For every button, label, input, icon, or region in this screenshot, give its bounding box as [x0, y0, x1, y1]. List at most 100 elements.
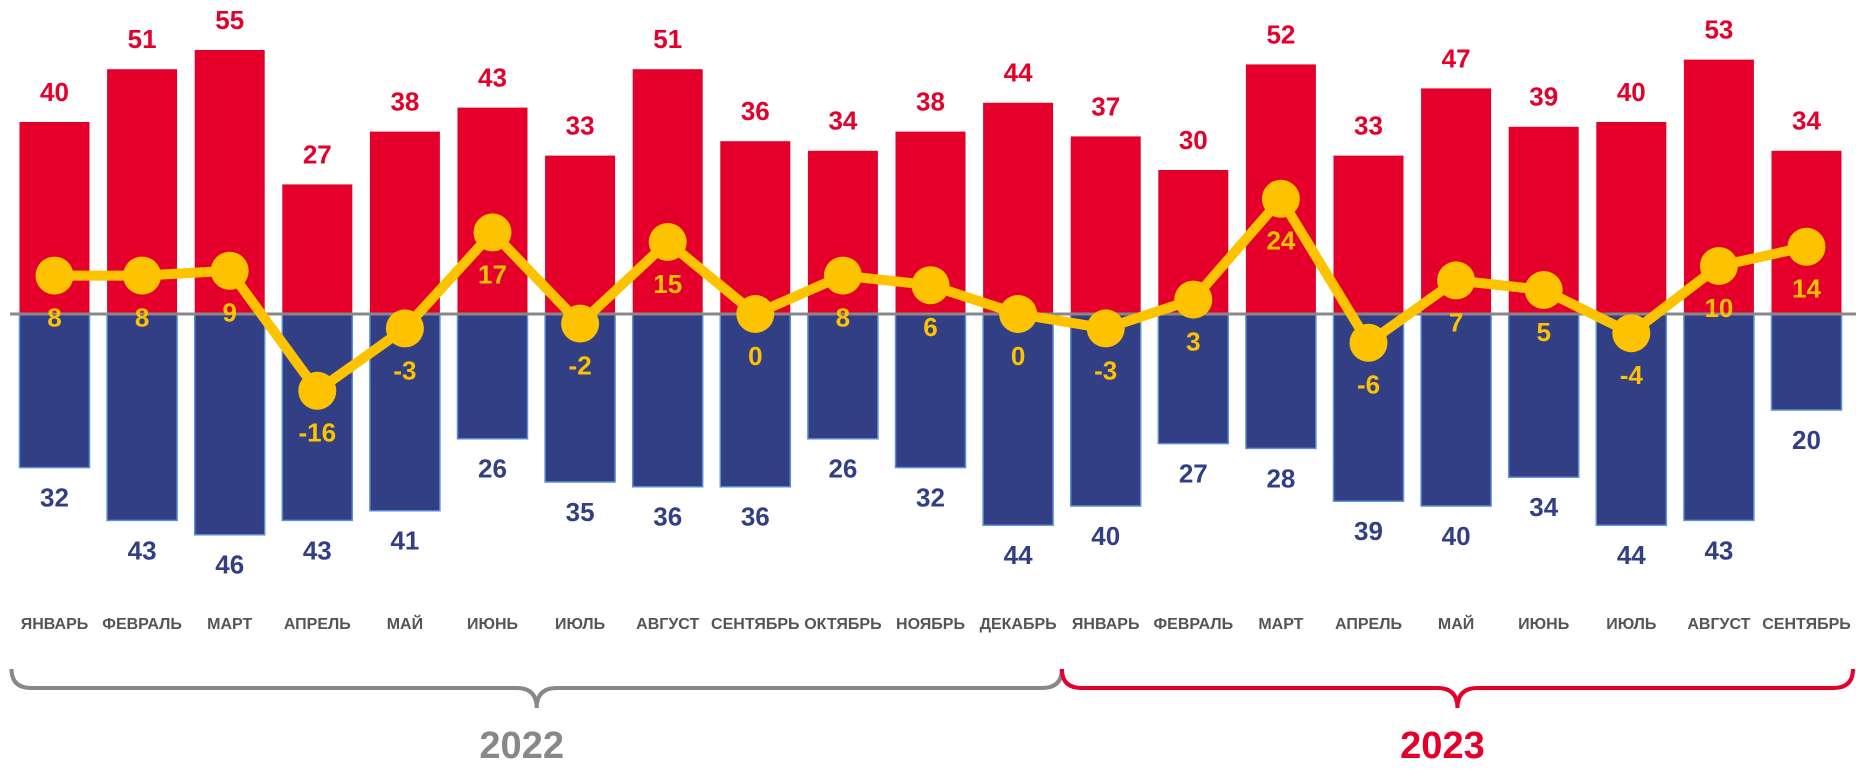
value-label: 55 [215, 5, 244, 35]
bar-negative [719, 313, 792, 488]
value-label: 52 [1266, 19, 1295, 49]
value-label: -2 [569, 350, 592, 380]
bar-negative [1420, 313, 1492, 507]
value-label: 41 [390, 526, 419, 556]
bar-negative [193, 313, 266, 536]
value-label: 17 [478, 259, 507, 289]
bar-negative [1157, 313, 1230, 445]
year-bracket [1059, 668, 1855, 709]
value-label: 32 [40, 482, 69, 512]
value-label: 27 [303, 139, 332, 169]
x-tick-label: ФЕВРАЛЬ [102, 616, 182, 633]
x-tick-label: МАРТ [207, 616, 252, 633]
balance-marker [298, 371, 337, 410]
value-label: 44 [1617, 540, 1646, 570]
balance-marker [210, 251, 249, 290]
x-tick-label: ДЕКАБРЬ [980, 616, 1057, 633]
bar-positive [632, 69, 703, 314]
value-label: 26 [478, 454, 507, 484]
x-tick-label: ИЮНЬ [1518, 616, 1569, 633]
value-label: 6 [923, 312, 937, 342]
value-label: 36 [741, 502, 770, 532]
x-tick-label: МАРТ [1258, 616, 1303, 633]
bar-negative [106, 313, 178, 522]
balance-marker [823, 256, 862, 295]
x-tick-label: ИЮЛЬ [1606, 616, 1656, 633]
x-tick-label: АВГУСТ [1687, 616, 1750, 633]
year-label: 2023 [1400, 725, 1485, 767]
x-tick-label: ОКТЯБРЬ [804, 616, 881, 633]
value-label: 53 [1704, 14, 1733, 44]
x-tick-label: ЯНВАРЬ [21, 616, 89, 633]
x-tick-label: АПРЕЛЬ [284, 616, 351, 633]
value-label: 20 [1792, 425, 1821, 455]
x-tick-label: НОЯБРЬ [896, 616, 965, 633]
balance-marker [385, 309, 424, 348]
balance-marker [35, 256, 74, 295]
value-label: 34 [828, 106, 857, 136]
bar-negative [631, 313, 704, 488]
value-label: 39 [1354, 516, 1383, 546]
value-label: 51 [653, 24, 682, 54]
value-label: -16 [299, 418, 337, 448]
bar-positive [457, 107, 528, 314]
bar-positive [1070, 136, 1141, 314]
value-label: 47 [1442, 43, 1471, 73]
x-tick-label: АВГУСТ [636, 616, 699, 633]
value-label: 9 [222, 298, 236, 328]
bar-negative [1770, 313, 1843, 411]
x-tick-label: АПРЕЛЬ [1335, 616, 1402, 633]
value-label: 15 [653, 269, 682, 299]
value-label: 51 [128, 24, 157, 54]
value-label: 36 [653, 502, 682, 532]
x-tick-label: СЕНТЯБРЬ [1762, 616, 1851, 633]
value-label: 14 [1792, 274, 1821, 304]
value-label: 39 [1529, 82, 1558, 112]
balance-marker [561, 304, 600, 343]
value-label: 32 [916, 482, 945, 512]
value-label: 43 [128, 535, 157, 565]
balance-marker [1174, 280, 1213, 319]
value-label: 3 [1186, 326, 1200, 356]
value-label: 38 [916, 86, 945, 116]
bar-negative [456, 313, 529, 440]
value-label: 46 [215, 550, 244, 580]
bar-negative [894, 313, 967, 469]
x-tick-label: МАЙ [387, 614, 423, 633]
value-label: 26 [828, 454, 857, 484]
balance-marker [1437, 261, 1476, 300]
value-label: 33 [1354, 110, 1383, 140]
balance-marker [1086, 309, 1125, 348]
bar-negative [807, 313, 879, 440]
bar-negative [1245, 313, 1317, 450]
value-label: 40 [1442, 521, 1471, 551]
bar-positive [369, 131, 440, 314]
bar-positive [545, 155, 616, 314]
value-label: 5 [1536, 317, 1550, 347]
balance-marker [1261, 179, 1300, 218]
value-label: 27 [1179, 458, 1208, 488]
balance-marker [1699, 247, 1738, 285]
value-label: 43 [1704, 535, 1733, 565]
value-label: 34 [1792, 106, 1821, 136]
balance-marker [123, 256, 162, 295]
value-label: 0 [1011, 341, 1025, 371]
x-tick-label: СЕНТЯБРЬ [711, 616, 800, 633]
value-label: 7 [1449, 307, 1463, 337]
bar-positive [983, 102, 1054, 314]
value-label: 34 [1529, 492, 1558, 522]
bar-negative [18, 313, 91, 469]
bar-positive [282, 184, 353, 314]
balance-marker [999, 295, 1038, 333]
value-label: 40 [1091, 521, 1120, 551]
year-bracket [9, 668, 1064, 709]
balance-marker [1612, 314, 1651, 353]
balance-marker [1524, 271, 1563, 309]
value-label: 0 [748, 341, 762, 371]
value-label: -6 [1357, 370, 1380, 400]
x-tick-label: ИЮНЬ [467, 616, 518, 633]
value-label: 40 [1617, 77, 1646, 107]
bar-negative [1507, 313, 1580, 478]
bar-positive [720, 141, 791, 314]
